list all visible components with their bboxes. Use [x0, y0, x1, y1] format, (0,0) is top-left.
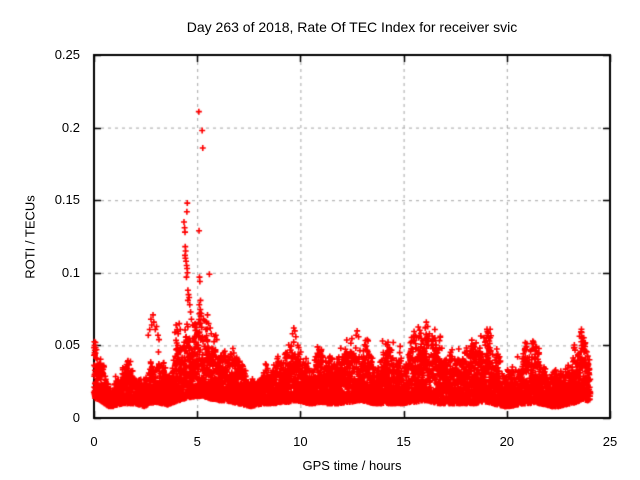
y-tick-label: 0.1 — [61, 264, 80, 280]
x-axis-label: GPS time / hours — [302, 458, 402, 473]
x-tick-label: 15 — [396, 434, 411, 449]
y-tick-label: 0.05 — [54, 337, 80, 353]
x-tick-label: 10 — [293, 434, 308, 449]
y-tick-label: 0 — [72, 410, 80, 425]
x-tick-label: 0 — [90, 434, 98, 449]
y-tick-label: 0.2 — [61, 119, 80, 135]
x-tick-label: 5 — [193, 434, 201, 449]
chart-title: Day 263 of 2018, Rate Of TEC Index for r… — [186, 19, 518, 35]
x-tick-label: 20 — [499, 434, 515, 449]
y-tick-label: 0.15 — [54, 192, 80, 208]
y-tick-label: 0.25 — [54, 47, 80, 62]
x-tick-label: 25 — [602, 434, 618, 449]
